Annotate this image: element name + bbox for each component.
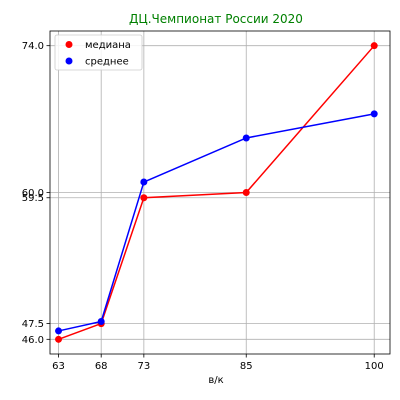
data-point bbox=[370, 110, 378, 118]
data-point bbox=[97, 317, 105, 325]
data-point bbox=[55, 335, 63, 343]
x-tick-label: 63 bbox=[52, 361, 65, 372]
legend-label: среднее bbox=[85, 57, 129, 68]
x-tick-label: 73 bbox=[137, 361, 150, 372]
y-tick-label: 74.0 bbox=[22, 41, 44, 52]
legend-item: медиана bbox=[65, 40, 131, 51]
x-tick-label: 100 bbox=[365, 361, 384, 372]
plot-series bbox=[55, 42, 378, 343]
legend-box bbox=[54, 34, 143, 71]
legend-marker bbox=[65, 57, 73, 65]
y-axis: 46.0 47.5 59.560.0 74.0 bbox=[22, 41, 50, 346]
grid bbox=[50, 31, 390, 354]
data-point bbox=[370, 42, 378, 50]
x-tick-label: 68 bbox=[95, 361, 108, 372]
data-point bbox=[140, 194, 148, 202]
chart-title: ДЦ.Чемпионат России 2020 bbox=[129, 12, 303, 26]
y-tick-label: 46.0 bbox=[22, 335, 44, 346]
x-axis: 63 68 73 85 100 bbox=[52, 354, 384, 372]
data-point bbox=[242, 189, 250, 196]
y-tick-label: 59.5 bbox=[22, 193, 44, 204]
x-tick-label: 85 bbox=[240, 361, 253, 372]
data-point bbox=[140, 178, 148, 186]
y-tick-label: 47.5 bbox=[22, 319, 44, 330]
series-1 bbox=[55, 110, 378, 335]
x-axis-label: в/к bbox=[208, 375, 223, 386]
legend-item: среднее bbox=[65, 57, 129, 68]
legend-label: медиана bbox=[85, 40, 131, 51]
data-point bbox=[55, 327, 63, 335]
y-tick-label: 60.0 bbox=[22, 188, 44, 199]
legend-marker bbox=[65, 41, 73, 48]
legend: медиана среднее bbox=[54, 34, 143, 71]
data-point bbox=[242, 134, 250, 142]
